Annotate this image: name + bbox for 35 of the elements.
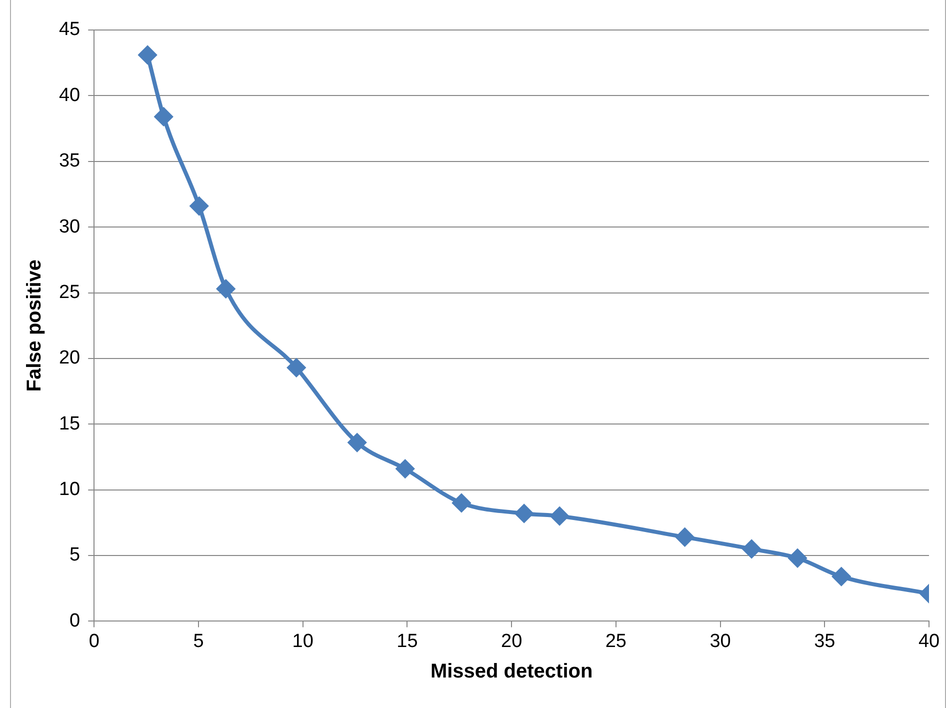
- x-tick-label: 35: [814, 630, 836, 652]
- point: [154, 108, 173, 126]
- point: [832, 568, 850, 586]
- point: [515, 504, 534, 522]
- y-tick-label: 20: [58, 348, 80, 369]
- point: [550, 507, 569, 526]
- x-tick-label: 10: [292, 630, 314, 652]
- y-axis-title: False positive: [24, 259, 46, 392]
- point: [287, 358, 306, 377]
- x-tick-label: 5: [193, 630, 204, 652]
- point: [348, 434, 366, 452]
- point: [138, 46, 157, 64]
- point: [396, 460, 414, 478]
- x-tick-label: 30: [710, 630, 731, 652]
- y-tick-label: 15: [58, 413, 80, 434]
- x-tick-label: 40: [918, 630, 940, 652]
- x-tick-label: 20: [500, 630, 522, 652]
- y-tick-label: 0: [70, 610, 80, 632]
- point: [742, 540, 761, 558]
- point: [676, 528, 694, 546]
- x-tick-label: 0: [88, 630, 100, 652]
- y-tick-label: 40: [58, 84, 80, 106]
- y-tick-label: 10: [58, 479, 80, 500]
- point: [788, 549, 807, 568]
- y-tick-label: 35: [58, 150, 80, 172]
- y-tick-label: 25: [58, 282, 80, 303]
- x-tick-label: 15: [396, 630, 418, 652]
- x-axis-title: Missed detection: [430, 660, 593, 683]
- point: [190, 197, 208, 216]
- point: [452, 494, 470, 512]
- y-tick-label: 45: [58, 19, 80, 40]
- point: [216, 280, 235, 298]
- y-tick-label: 5: [70, 544, 80, 566]
- x-tick-label: 25: [605, 630, 626, 652]
- y-tick-label: 30: [58, 216, 80, 238]
